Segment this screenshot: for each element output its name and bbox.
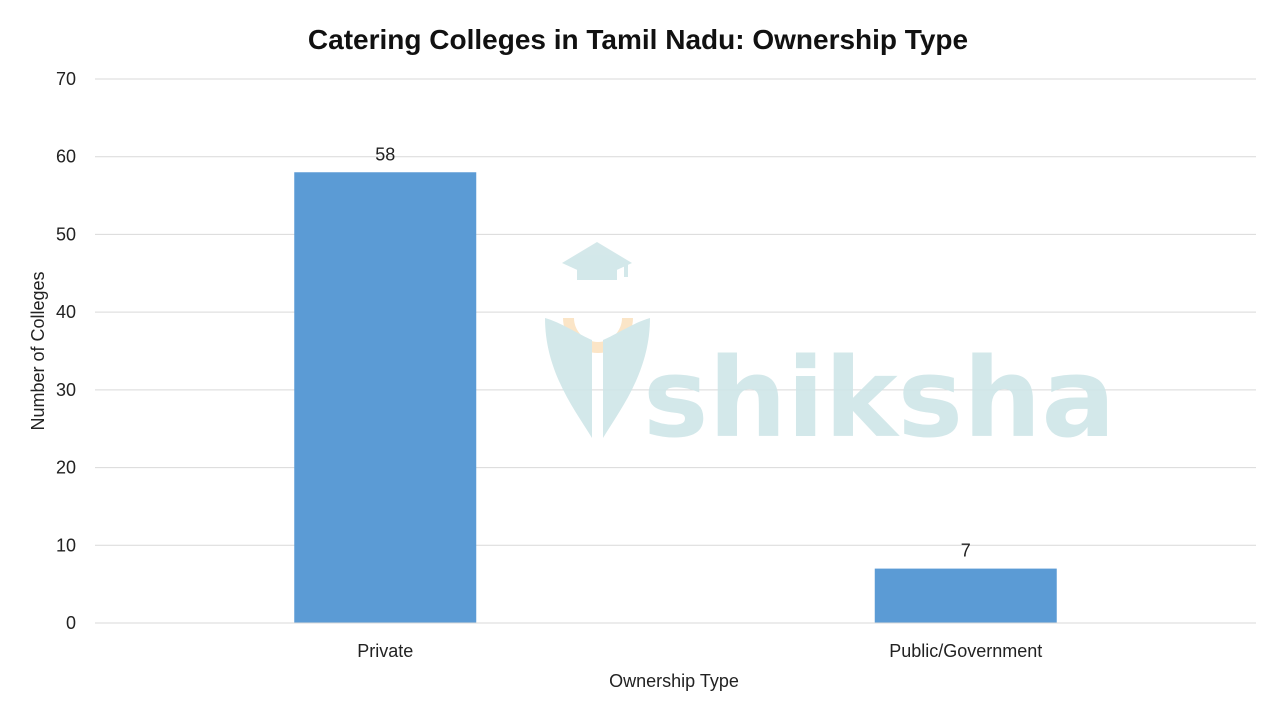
data-labels: 58 7	[375, 144, 971, 560]
bar-public-government	[874, 568, 1057, 623]
x-axis-categories: Private Public/Government	[357, 641, 1042, 661]
y-axis-title: Number of Colleges	[28, 271, 48, 430]
y-tick-label: 70	[56, 69, 76, 89]
y-tick-label: 50	[56, 224, 76, 244]
gridlines	[95, 78, 1256, 546]
y-tick-label: 0	[66, 613, 76, 633]
data-label: 58	[375, 144, 395, 164]
graduation-cap-logo-icon	[545, 242, 650, 438]
data-label: 7	[961, 541, 971, 561]
bar-private	[294, 172, 477, 623]
bars	[294, 172, 1057, 623]
y-tick-label: 40	[56, 302, 76, 322]
y-tick-label: 20	[56, 458, 76, 478]
y-tick-label: 10	[56, 535, 76, 555]
x-axis-title: Ownership Type	[609, 671, 739, 691]
y-tick-label: 30	[56, 380, 76, 400]
watermark-text: shiksha	[643, 334, 1116, 462]
shiksha-watermark-logo: shiksha	[545, 242, 1116, 462]
y-axis-ticks: 0 10 20 30 40 50 60 70	[56, 69, 76, 633]
y-tick-label: 60	[56, 147, 76, 167]
x-tick-label: Private	[357, 641, 413, 661]
x-tick-label: Public/Government	[889, 641, 1042, 661]
chart-title: Catering Colleges in Tamil Nadu: Ownersh…	[308, 24, 968, 55]
